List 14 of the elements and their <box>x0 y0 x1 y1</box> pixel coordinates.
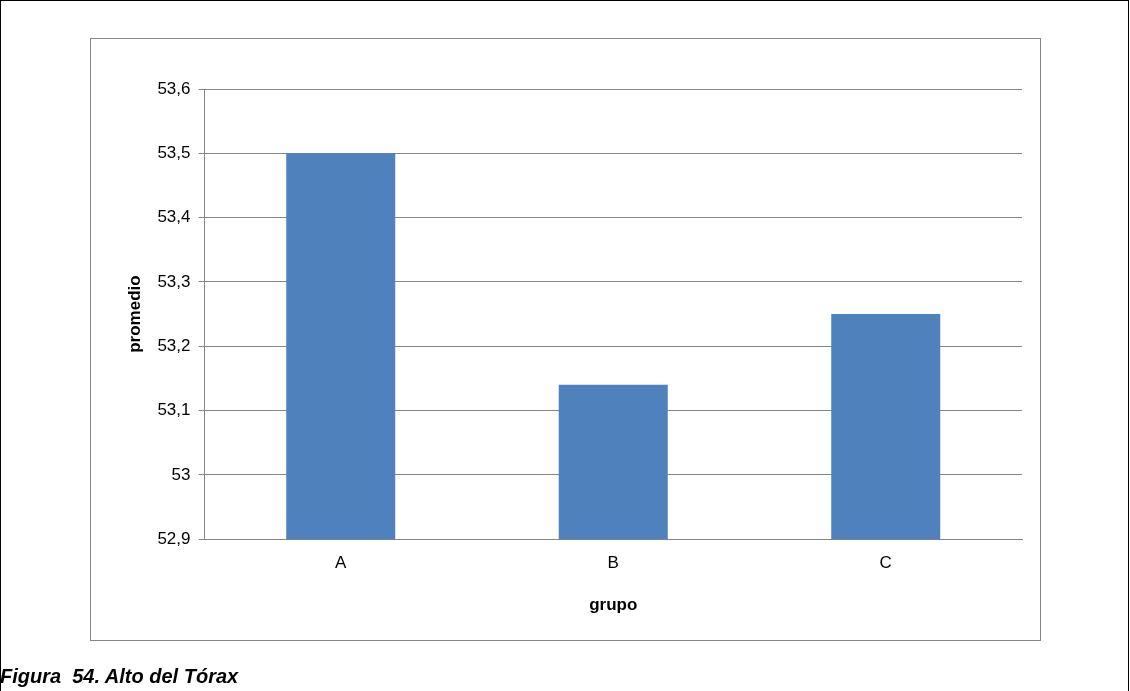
y-tick-label: 53 <box>171 464 191 484</box>
y-tick-label: 53,5 <box>157 143 191 162</box>
y-tick-label: 53,3 <box>157 271 191 291</box>
x-tick-label: A <box>335 553 348 573</box>
x-tick-label: C <box>879 553 892 573</box>
y-tick-label: 53,4 <box>157 207 191 227</box>
y-tick-label: 53,2 <box>157 335 191 355</box>
y-tick-label: 53,6 <box>157 78 191 98</box>
x-tick-label: B <box>607 553 619 573</box>
y-axis-title: promedio <box>124 275 144 353</box>
x-axis-title: grupo <box>589 595 638 615</box>
y-tick-label: 52,9 <box>157 528 191 548</box>
text: Figura 54. Alto del Tórax <box>0 665 239 688</box>
y-tick-label: 53,1 <box>157 400 191 420</box>
